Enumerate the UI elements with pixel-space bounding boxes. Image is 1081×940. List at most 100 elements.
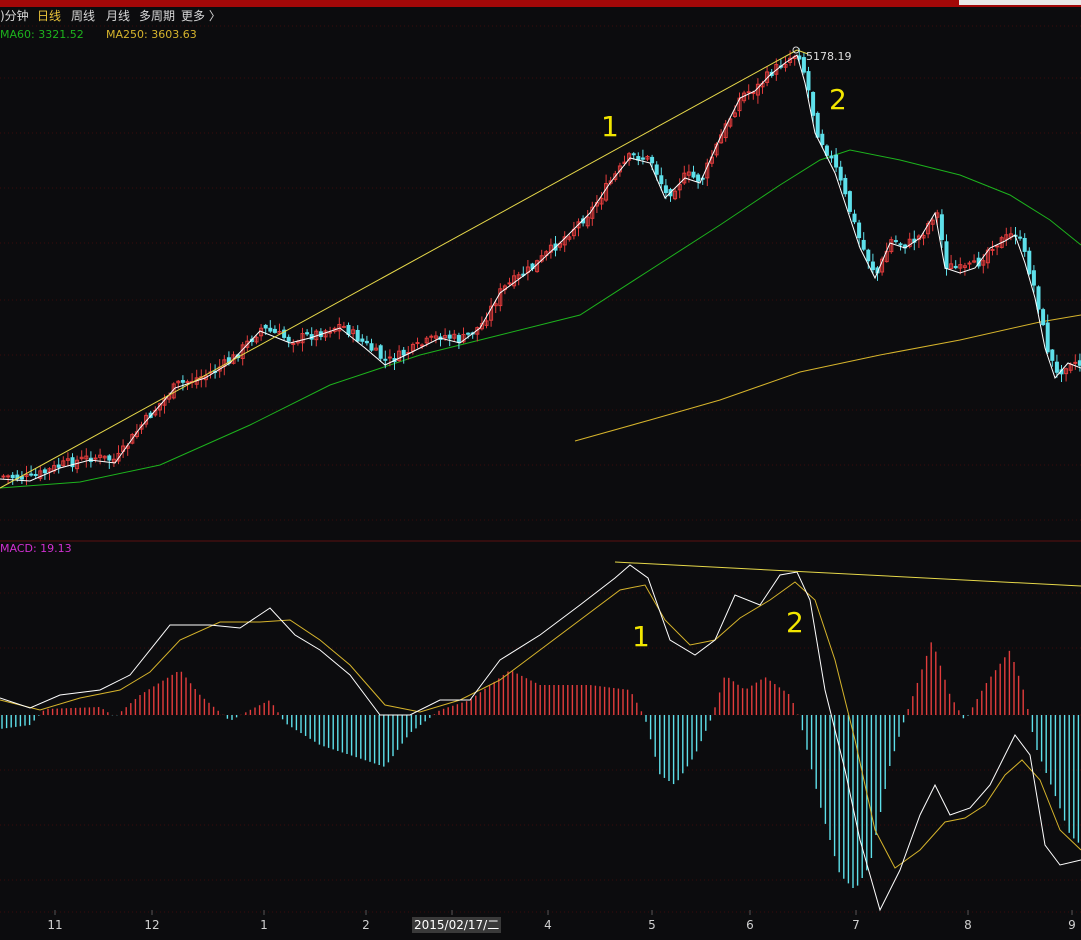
x-axis-label: 1 xyxy=(260,918,268,932)
x-axis-label: 4 xyxy=(544,918,552,932)
candle-down xyxy=(369,343,374,351)
candle-up xyxy=(507,282,512,285)
annotation-2: 2 xyxy=(829,83,847,116)
candle-up xyxy=(1004,234,1009,240)
candle-down xyxy=(305,332,310,335)
candle-down xyxy=(1018,236,1023,239)
candle-up xyxy=(613,173,618,180)
price-panel: 5178.19 1 2 xyxy=(0,46,1081,489)
macd-histogram xyxy=(1,642,1080,888)
candle-down xyxy=(282,329,287,338)
candle-down xyxy=(852,213,857,223)
candle-down xyxy=(811,91,816,116)
candle-up xyxy=(995,245,1000,248)
dif-path xyxy=(0,564,1081,912)
macd-readout: MACD: 19.13 xyxy=(0,542,72,555)
ma60-line xyxy=(0,149,1081,489)
candle-up xyxy=(949,263,954,270)
candle-up xyxy=(254,336,259,343)
candle-down xyxy=(870,261,875,271)
period-month-tab[interactable]: 月线 xyxy=(106,9,131,23)
candle-down xyxy=(806,71,811,91)
candle-down xyxy=(19,476,24,480)
candle-up xyxy=(130,434,135,444)
candle-up xyxy=(562,236,567,246)
candle-up xyxy=(38,470,43,479)
candle-down xyxy=(364,340,369,344)
candle-down xyxy=(659,175,664,185)
candle-up xyxy=(443,335,448,339)
candle-down xyxy=(1041,309,1046,326)
candle-down xyxy=(180,380,185,383)
dea-path xyxy=(0,581,1081,869)
candle-up xyxy=(627,153,632,161)
candle-down xyxy=(861,239,866,250)
candle-up xyxy=(512,275,517,287)
candle-up xyxy=(61,460,66,467)
macd-lines xyxy=(0,564,1081,912)
candle-down xyxy=(898,243,903,246)
candle-up xyxy=(84,455,89,460)
candle-up xyxy=(930,219,935,225)
candle-down xyxy=(631,153,636,156)
window-top-bar xyxy=(0,0,1081,7)
candle-up xyxy=(645,155,650,160)
candle-down xyxy=(976,257,981,267)
candle-up xyxy=(323,330,328,338)
candle-up xyxy=(1073,361,1078,364)
candle-down xyxy=(944,241,949,270)
candle-up xyxy=(746,91,751,94)
candle-down xyxy=(70,457,75,468)
candle-up xyxy=(111,458,116,463)
period-multi-tab[interactable]: 多周期 xyxy=(139,9,176,23)
x-axis-label: 11 xyxy=(47,918,63,932)
candle-down xyxy=(820,133,825,146)
candle-down xyxy=(33,473,38,476)
candle-down xyxy=(1054,361,1059,373)
candle-up xyxy=(498,288,503,307)
period-minute-tab[interactable]: )分钟 xyxy=(0,9,29,23)
candle-up xyxy=(24,473,29,477)
candle-up xyxy=(291,342,296,345)
period-day-tab[interactable]: 日线 xyxy=(37,9,62,23)
candle-up xyxy=(176,380,181,384)
chart-grid xyxy=(0,25,1081,915)
candle-up xyxy=(374,347,379,351)
candle-up xyxy=(387,356,392,359)
candle-up xyxy=(732,112,737,117)
candle-down xyxy=(42,469,47,474)
candle-up xyxy=(907,238,912,247)
candle-down xyxy=(1050,349,1055,361)
candle-up xyxy=(185,381,190,384)
candle-down xyxy=(268,327,273,332)
x-axis-label: 8 xyxy=(964,918,972,932)
candle-up xyxy=(415,342,420,345)
candle-up xyxy=(889,239,894,253)
candle-down xyxy=(847,191,852,212)
candle-up xyxy=(967,262,972,265)
candle-up xyxy=(489,305,494,321)
candle-up xyxy=(277,330,282,335)
price-trendline xyxy=(0,49,809,489)
more-menu-button[interactable]: 更多 〉 xyxy=(181,9,221,23)
candle-up xyxy=(452,333,457,339)
candle-down xyxy=(696,174,701,182)
candle-down xyxy=(466,332,471,335)
candle-down xyxy=(456,334,461,343)
candle-down xyxy=(650,156,655,164)
candle-down xyxy=(1036,286,1041,310)
x-axis-label: 7 xyxy=(852,918,860,932)
candle-up xyxy=(1,475,6,478)
period-week-tab[interactable]: 周线 xyxy=(71,9,96,23)
candle-down xyxy=(360,338,365,342)
candle-up xyxy=(686,171,691,176)
candle-up xyxy=(6,475,11,478)
candle-down xyxy=(447,334,452,339)
candle-down xyxy=(383,358,388,361)
x-axis-label: 12 xyxy=(144,918,160,932)
candle-up xyxy=(203,375,208,381)
candle-down xyxy=(834,154,839,168)
ma250-readout: MA250: 3603.63 xyxy=(106,28,197,41)
